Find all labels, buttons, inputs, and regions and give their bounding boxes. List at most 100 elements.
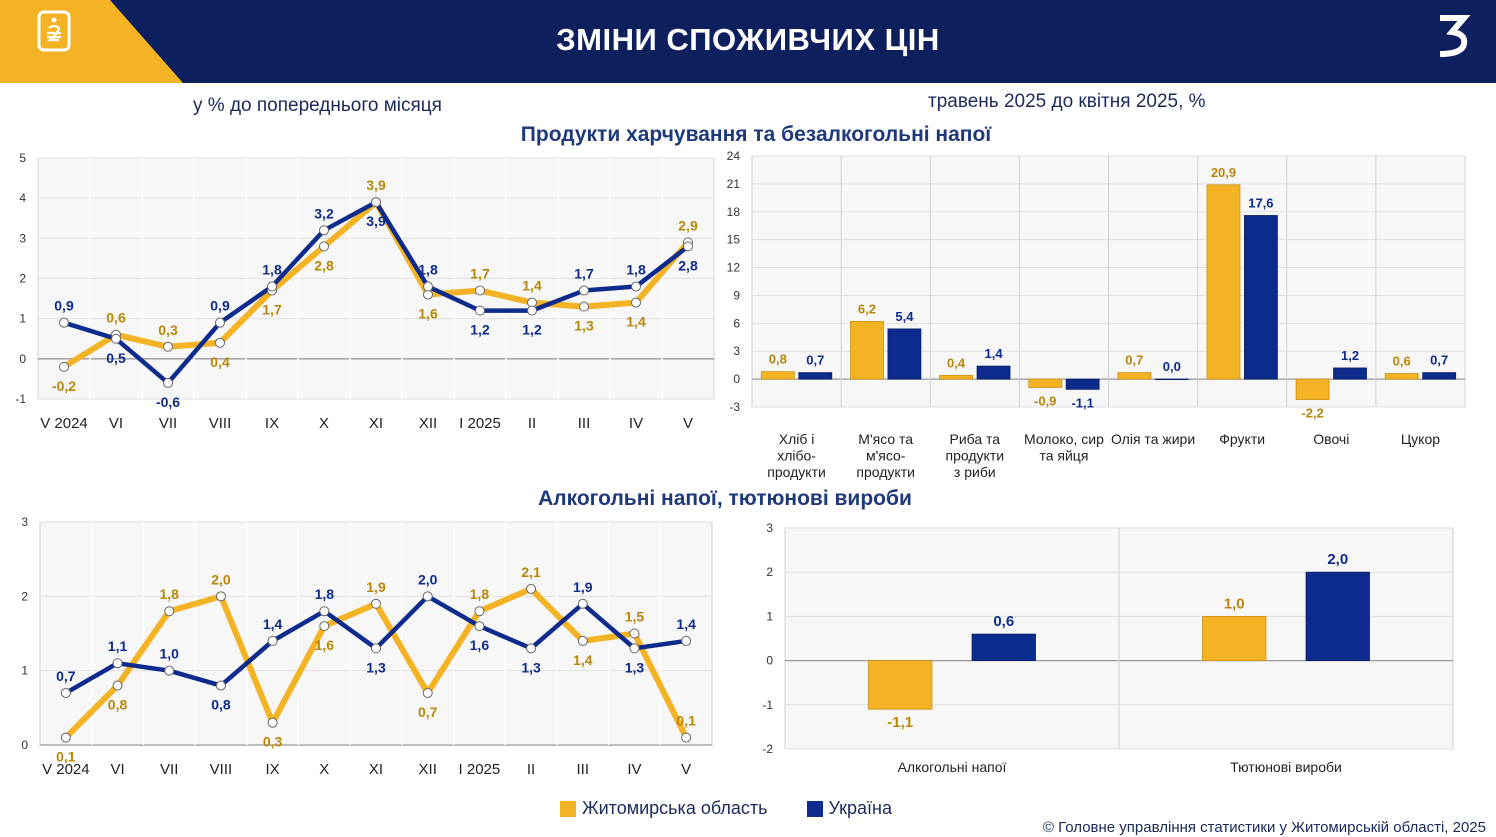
alco-line-data-label: 1,8 xyxy=(470,586,490,602)
alco-line-data-label: 1,5 xyxy=(625,609,645,625)
alco-line-data-point xyxy=(577,635,588,646)
food-bar-bar-zhytomyr xyxy=(1295,378,1330,400)
food-bar-y-tick: 24 xyxy=(727,149,741,163)
alco-line-data-label: 2,0 xyxy=(418,571,438,587)
alco-bar-y-tick: -1 xyxy=(762,698,773,712)
food-line-data-point xyxy=(215,317,225,328)
food-bar-data-label: 5,4 xyxy=(895,309,914,324)
food-bar-y-tick: 21 xyxy=(727,177,741,191)
alco-line-data-label: 1,3 xyxy=(366,659,386,675)
food-line-data-point xyxy=(267,281,277,292)
subtitle-may-april: травень 2025 до квітня 2025, % xyxy=(928,91,1206,112)
food-line-x-tick: V xyxy=(683,415,693,432)
alco-line-data-label: 1,9 xyxy=(573,579,593,595)
alco-bar-y-tick: 2 xyxy=(766,565,773,579)
food-line-data-point xyxy=(475,285,485,296)
alco-line-data-point xyxy=(474,621,485,632)
alco-bar-y-tick: 0 xyxy=(766,654,773,668)
food-line-data-point xyxy=(683,241,693,252)
alco-line-data-label: 0,8 xyxy=(108,697,128,713)
food-bar-bar-ukraine xyxy=(1244,215,1278,380)
food-line-data-point xyxy=(423,281,433,292)
alco-line-x-tick: IX xyxy=(266,761,280,778)
alco-bar-y-tick: 3 xyxy=(766,521,773,535)
food-bar-bar-zhytomyr xyxy=(850,321,884,380)
food-bar-data-label: -2,2 xyxy=(1301,406,1323,421)
alco-line-x-tick: V xyxy=(681,761,691,778)
food-line-y-tick: -1 xyxy=(15,392,26,406)
alco-line-data-point xyxy=(60,687,71,698)
food-line-data-point xyxy=(215,337,225,348)
header-graphics xyxy=(0,0,1471,83)
food-bar-category-label: М'ясо та xyxy=(858,431,913,447)
header-bar: ЗМІНИ СПОЖИВЧИХ ЦІН xyxy=(0,0,1496,83)
food-line-x-tick: VII xyxy=(159,415,177,432)
food-line-data-label: 0,9 xyxy=(210,298,230,314)
food-line-data-label: 1,7 xyxy=(574,266,594,282)
food-line-y-tick: 4 xyxy=(19,191,26,205)
food-line-data-label: 1,8 xyxy=(626,262,646,278)
food-bar-data-label: 0,7 xyxy=(806,353,824,368)
alco-line-x-tick: II xyxy=(527,761,535,778)
food-line-data-label: 2,8 xyxy=(678,257,698,273)
food-line-data-label: 1,6 xyxy=(418,306,438,322)
subtitle-monthly: у % до попереднього місяця xyxy=(193,95,442,116)
food-bar-category-label: продукти xyxy=(946,448,1005,464)
food-line-y-tick: 2 xyxy=(19,272,26,286)
alco-line-data-point xyxy=(112,658,123,669)
food-bar-data-label: 0,0 xyxy=(1163,359,1181,374)
food-bar-category-label: м'ясо- xyxy=(866,448,906,464)
alco-line-data-label: 2,0 xyxy=(211,571,231,587)
alco-bar-y-tick: 1 xyxy=(766,609,773,623)
food-line-x-tick: XII xyxy=(419,415,437,432)
food-bar-category-label: Риба та xyxy=(950,431,1001,447)
alco-line-data-label: 1,8 xyxy=(315,586,335,602)
alco-line-data-label: 0,3 xyxy=(263,734,283,750)
food-bar-data-label: 17,6 xyxy=(1248,195,1273,210)
alco-line-data-label: 1,4 xyxy=(573,652,593,668)
alco-bar-bar-zhytomyr xyxy=(868,660,933,710)
alco-line-data-label: 2,1 xyxy=(521,564,541,580)
food-line-x-tick: VI xyxy=(109,415,123,432)
alco-bar-data-label: 1,0 xyxy=(1224,595,1245,612)
alco-bar-bar-zhytomyr xyxy=(1202,616,1267,662)
alco-line-y-tick: 2 xyxy=(21,589,28,603)
alco-line-data-label: 0,1 xyxy=(676,713,696,729)
food-line-y-tick: 5 xyxy=(19,151,26,165)
alco-line-data-label: 1,4 xyxy=(263,616,283,632)
food-line-data-point xyxy=(371,197,381,208)
alco-bar-bar-ukraine xyxy=(1305,571,1370,662)
food-bar-category-label: Овочі xyxy=(1313,431,1349,447)
alco-line-data-point xyxy=(215,680,226,691)
alco-line-data-point xyxy=(681,732,692,743)
food-line-data-label: -0,2 xyxy=(52,378,76,394)
food-line-data-label: 1,7 xyxy=(262,302,282,318)
food-bar-category-label: Молоко, сир xyxy=(1024,431,1104,447)
food-line-data-label: 0,4 xyxy=(210,354,230,370)
copyright-footer: © Головне управління статистики у Житоми… xyxy=(1042,819,1486,836)
food-bar-data-label: 0,6 xyxy=(1393,354,1411,369)
food-bar-bar-zhytomyr xyxy=(939,374,973,380)
food-bar-bar-zhytomyr xyxy=(1117,372,1152,380)
legend: Житомирська область Україна xyxy=(560,798,926,822)
food-bar-bar-zhytomyr xyxy=(1206,184,1241,380)
alco-line-y-tick: 1 xyxy=(21,664,28,678)
food-line-data-label: 0,3 xyxy=(158,322,178,338)
legend-swatch-zhytomyr xyxy=(560,800,576,817)
food-line-x-tick: IX xyxy=(265,415,279,432)
alco-line-data-label: 0,7 xyxy=(56,668,76,684)
food-line-data-label: 1,8 xyxy=(418,262,438,278)
section-title-food: Продукти харчування та безалкогольні нап… xyxy=(520,123,992,146)
legend-label-zhytomyr: Житомирська область xyxy=(582,798,768,818)
alco-line-data-label: 1,9 xyxy=(366,579,386,595)
food-bar-y-tick: -3 xyxy=(729,400,740,414)
alco-line-data-point xyxy=(112,680,123,691)
header-accent-shape xyxy=(0,0,183,83)
food-line-data-label: 2,9 xyxy=(678,217,698,233)
food-bar-y-tick: 0 xyxy=(733,372,740,386)
food-bar-y-tick: 15 xyxy=(727,233,741,247)
food-line-data-label: 1,2 xyxy=(470,322,490,338)
food-line-data-label: 3,9 xyxy=(366,213,386,229)
